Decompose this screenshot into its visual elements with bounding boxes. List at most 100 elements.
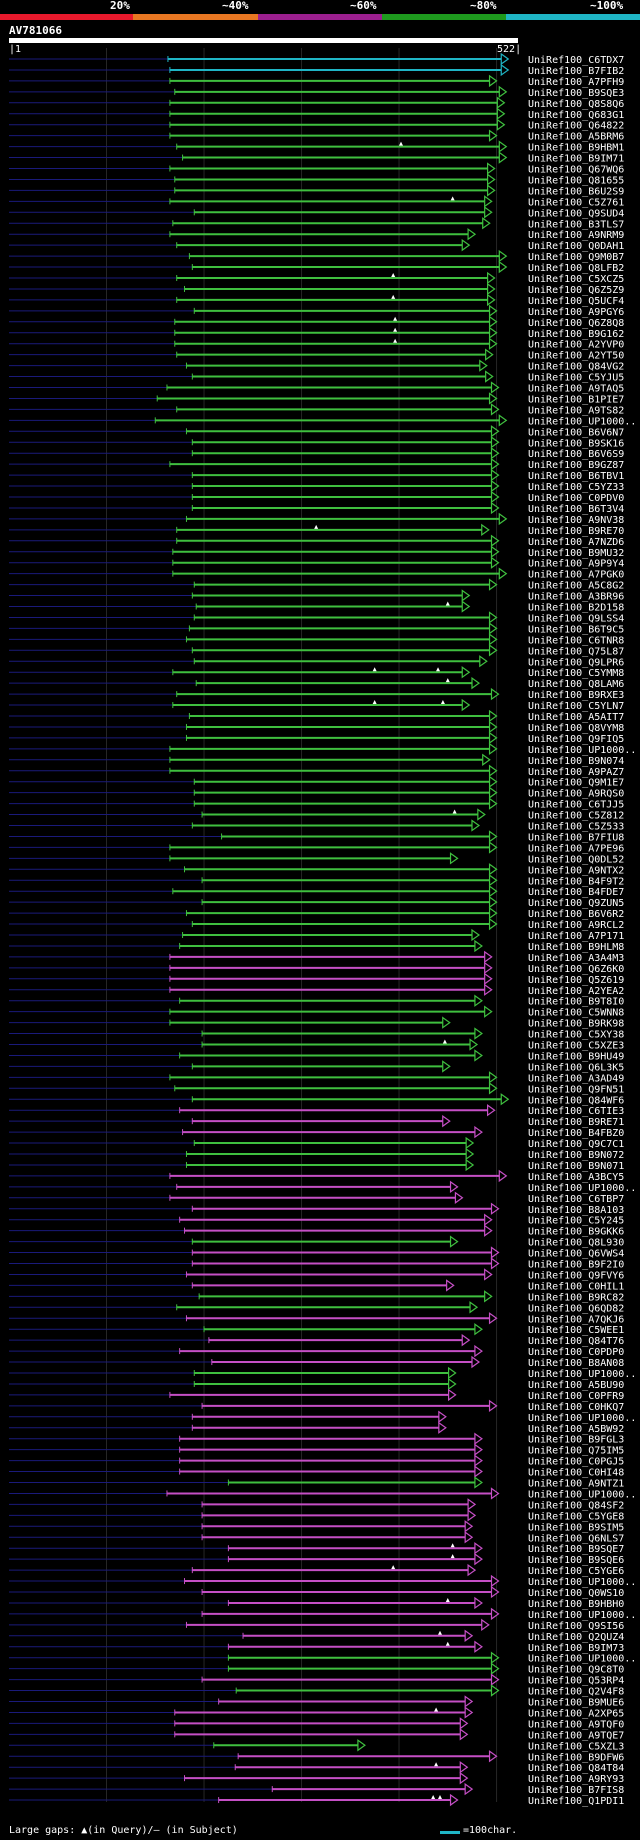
hit-label[interactable]: UniRef100_B9MUE6 [528, 1698, 624, 1709]
hit-label[interactable]: UniRef100_C5YLN7 [528, 701, 624, 712]
hit-label[interactable]: UniRef100_C5YJU5 [528, 373, 624, 384]
hit-label[interactable]: UniRef100_Q9SUD4 [528, 208, 624, 219]
hit-label[interactable]: UniRef100_B4FBZ0 [528, 1128, 624, 1139]
hit-label[interactable]: UniRef100_UP1000.. [528, 1369, 636, 1380]
hit-label[interactable]: UniRef100_Q8L930 [528, 1238, 624, 1249]
hit-label[interactable]: UniRef100_C6TJJ5 [528, 800, 624, 811]
hit-label[interactable]: UniRef100_A2YEA2 [528, 986, 624, 997]
hit-label[interactable]: UniRef100_A3BCY5 [528, 1172, 624, 1183]
hit-label[interactable]: UniRef100_Q8VYM8 [528, 723, 624, 734]
hit-label[interactable]: UniRef100_Q84T76 [528, 1336, 624, 1347]
hit-label[interactable]: UniRef100_A7QKJ6 [528, 1314, 624, 1325]
hit-label[interactable]: UniRef100_B6T9C5 [528, 624, 624, 635]
hit-label[interactable]: UniRef100_B9FGL3 [528, 1435, 624, 1446]
hit-label[interactable]: UniRef100_B6TBV1 [528, 471, 624, 482]
hit-label[interactable]: UniRef100_B9RC82 [528, 1292, 624, 1303]
hit-label[interactable]: UniRef100_Q8LFB2 [528, 263, 624, 274]
hit-label[interactable]: UniRef100_A7PE96 [528, 843, 624, 854]
hit-label[interactable]: UniRef100_A3BR96 [528, 592, 624, 603]
hit-label[interactable]: UniRef100_B7FIB2 [528, 66, 624, 77]
hit-label[interactable]: UniRef100_Q67WQ6 [528, 165, 624, 176]
hit-label[interactable]: UniRef100_B9RE70 [528, 526, 624, 537]
hit-label[interactable]: UniRef100_C0PDV0 [528, 493, 624, 504]
hit-label[interactable]: UniRef100_B9HBH0 [528, 1599, 624, 1610]
hit-label[interactable]: UniRef100_C5WNN8 [528, 1008, 624, 1019]
hit-label[interactable]: UniRef100_C0PGJ5 [528, 1457, 624, 1468]
hit-label[interactable]: UniRef100_UP1000.. [528, 1183, 636, 1194]
hit-label[interactable]: UniRef100_UP1000.. [528, 1577, 636, 1588]
hit-label[interactable]: UniRef100_Q2QUZ4 [528, 1632, 624, 1643]
hit-label[interactable]: UniRef100_B9RXE3 [528, 690, 624, 701]
hit-label[interactable]: UniRef100_A9RQS0 [528, 789, 624, 800]
hit-label[interactable]: UniRef100_Q683G1 [528, 110, 624, 121]
hit-label[interactable]: UniRef100_A5C8G2 [528, 581, 624, 592]
hit-label[interactable]: UniRef100_B9N071 [528, 1161, 624, 1172]
hit-label[interactable]: UniRef100_C5YMM8 [528, 668, 624, 679]
hit-label[interactable]: UniRef100_A7NZD6 [528, 537, 624, 548]
hit-label[interactable]: UniRef100_B9RK98 [528, 1019, 624, 1030]
hit-label[interactable]: UniRef100_Q8S8Q6 [528, 99, 624, 110]
hit-label[interactable]: UniRef100_B9N074 [528, 756, 624, 767]
hit-label[interactable]: UniRef100_Q6Z5Z9 [528, 285, 624, 296]
hit-label[interactable]: UniRef100_C5YGE8 [528, 1511, 624, 1522]
hit-label[interactable]: UniRef100_A5BRM6 [528, 132, 624, 143]
hit-label[interactable]: UniRef100_C5XY38 [528, 1030, 624, 1041]
hit-label[interactable]: UniRef100_Q84WF6 [528, 1095, 624, 1106]
hit-label[interactable]: UniRef100_A9TAQ5 [528, 384, 624, 395]
hit-label[interactable]: UniRef100_B9HLM8 [528, 942, 624, 953]
hit-label[interactable]: UniRef100_C5Z761 [528, 197, 624, 208]
hit-label[interactable]: UniRef100_UP1000.. [528, 1654, 636, 1665]
hit-label[interactable]: UniRef100_B2D158 [528, 603, 624, 614]
hit-label[interactable]: UniRef100_A3AD49 [528, 1073, 624, 1084]
hit-label[interactable]: UniRef100_UP1000.. [528, 1489, 636, 1500]
hit-label[interactable]: UniRef100_B9SQE3 [528, 88, 624, 99]
hit-label[interactable]: UniRef100_Q9FVY6 [528, 1270, 624, 1281]
hit-label[interactable]: UniRef100_A9RCL2 [528, 920, 624, 931]
hit-label[interactable]: UniRef100_UP1000.. [528, 1610, 636, 1621]
hit-label[interactable]: UniRef100_Q84SF2 [528, 1500, 624, 1511]
hit-label[interactable]: UniRef100_Q9FIQ5 [528, 734, 624, 745]
hit-label[interactable]: UniRef100_B9HU49 [528, 1051, 624, 1062]
hit-label[interactable]: UniRef100_B4F9T2 [528, 876, 624, 887]
hit-label[interactable]: UniRef100_Q2V4F8 [528, 1687, 624, 1698]
hit-label[interactable]: UniRef100_Q75L87 [528, 646, 624, 657]
hit-label[interactable]: UniRef100_Q9C8T0 [528, 1665, 624, 1676]
hit-label[interactable]: UniRef100_A9NTZ1 [528, 1479, 624, 1490]
hit-label[interactable]: UniRef100_A9NV38 [528, 515, 624, 526]
hit-label[interactable]: UniRef100_A2XP65 [528, 1708, 624, 1719]
hit-label[interactable]: UniRef100_B9F2I0 [528, 1260, 624, 1271]
hit-label[interactable]: UniRef100_Q9M0B7 [528, 252, 624, 263]
hit-label[interactable]: UniRef100_B9T8I0 [528, 997, 624, 1008]
hit-label[interactable]: UniRef100_B9N072 [528, 1150, 624, 1161]
hit-label[interactable]: UniRef100_Q81655 [528, 175, 624, 186]
hit-label[interactable]: UniRef100_A9TS82 [528, 405, 624, 416]
hit-label[interactable]: UniRef100_B6V6S9 [528, 449, 624, 460]
hit-label[interactable]: UniRef100_Q9SI56 [528, 1621, 624, 1632]
hit-label[interactable]: UniRef100_B9MU32 [528, 548, 624, 559]
hit-label[interactable]: UniRef100_B7FIU8 [528, 832, 624, 843]
hit-label[interactable]: UniRef100_Q6VWS4 [528, 1249, 624, 1260]
hit-label[interactable]: UniRef100_Q1PDI1 [528, 1796, 624, 1807]
hit-label[interactable]: UniRef100_Q9C7C1 [528, 1139, 624, 1150]
hit-label[interactable]: UniRef100_C0HI48 [528, 1468, 624, 1479]
hit-label[interactable]: UniRef100_A5BU90 [528, 1380, 624, 1391]
hit-label[interactable]: UniRef100_A9TQF0 [528, 1719, 624, 1730]
hit-label[interactable]: UniRef100_B3TLS7 [528, 219, 624, 230]
hit-label[interactable]: UniRef100_Q8LAM6 [528, 679, 624, 690]
hit-label[interactable]: UniRef100_A9P9Y4 [528, 559, 624, 570]
hit-label[interactable]: UniRef100_B9G162 [528, 329, 624, 340]
hit-label[interactable]: UniRef100_C5WEE1 [528, 1325, 624, 1336]
hit-label[interactable]: UniRef100_Q9M1E7 [528, 778, 624, 789]
hit-label[interactable]: UniRef100_C6TBP7 [528, 1194, 624, 1205]
hit-label[interactable]: UniRef100_B9IM71 [528, 154, 624, 165]
hit-label[interactable]: UniRef100_B9GZ87 [528, 460, 624, 471]
hit-label[interactable]: UniRef100_B1PIE7 [528, 394, 624, 405]
hit-label[interactable]: UniRef100_C5XCZ5 [528, 274, 624, 285]
hit-label[interactable]: UniRef100_Q75IM5 [528, 1446, 624, 1457]
hit-label[interactable]: UniRef100_A9TQE7 [528, 1730, 624, 1741]
hit-label[interactable]: UniRef100_Q0WS10 [528, 1588, 624, 1599]
hit-label[interactable]: UniRef100_A2YVP0 [528, 340, 624, 351]
hit-label[interactable]: UniRef100_Q6Z8Q8 [528, 318, 624, 329]
hit-label[interactable]: UniRef100_B9HBM1 [528, 143, 624, 154]
hit-label[interactable]: UniRef100_A9PGY6 [528, 307, 624, 318]
